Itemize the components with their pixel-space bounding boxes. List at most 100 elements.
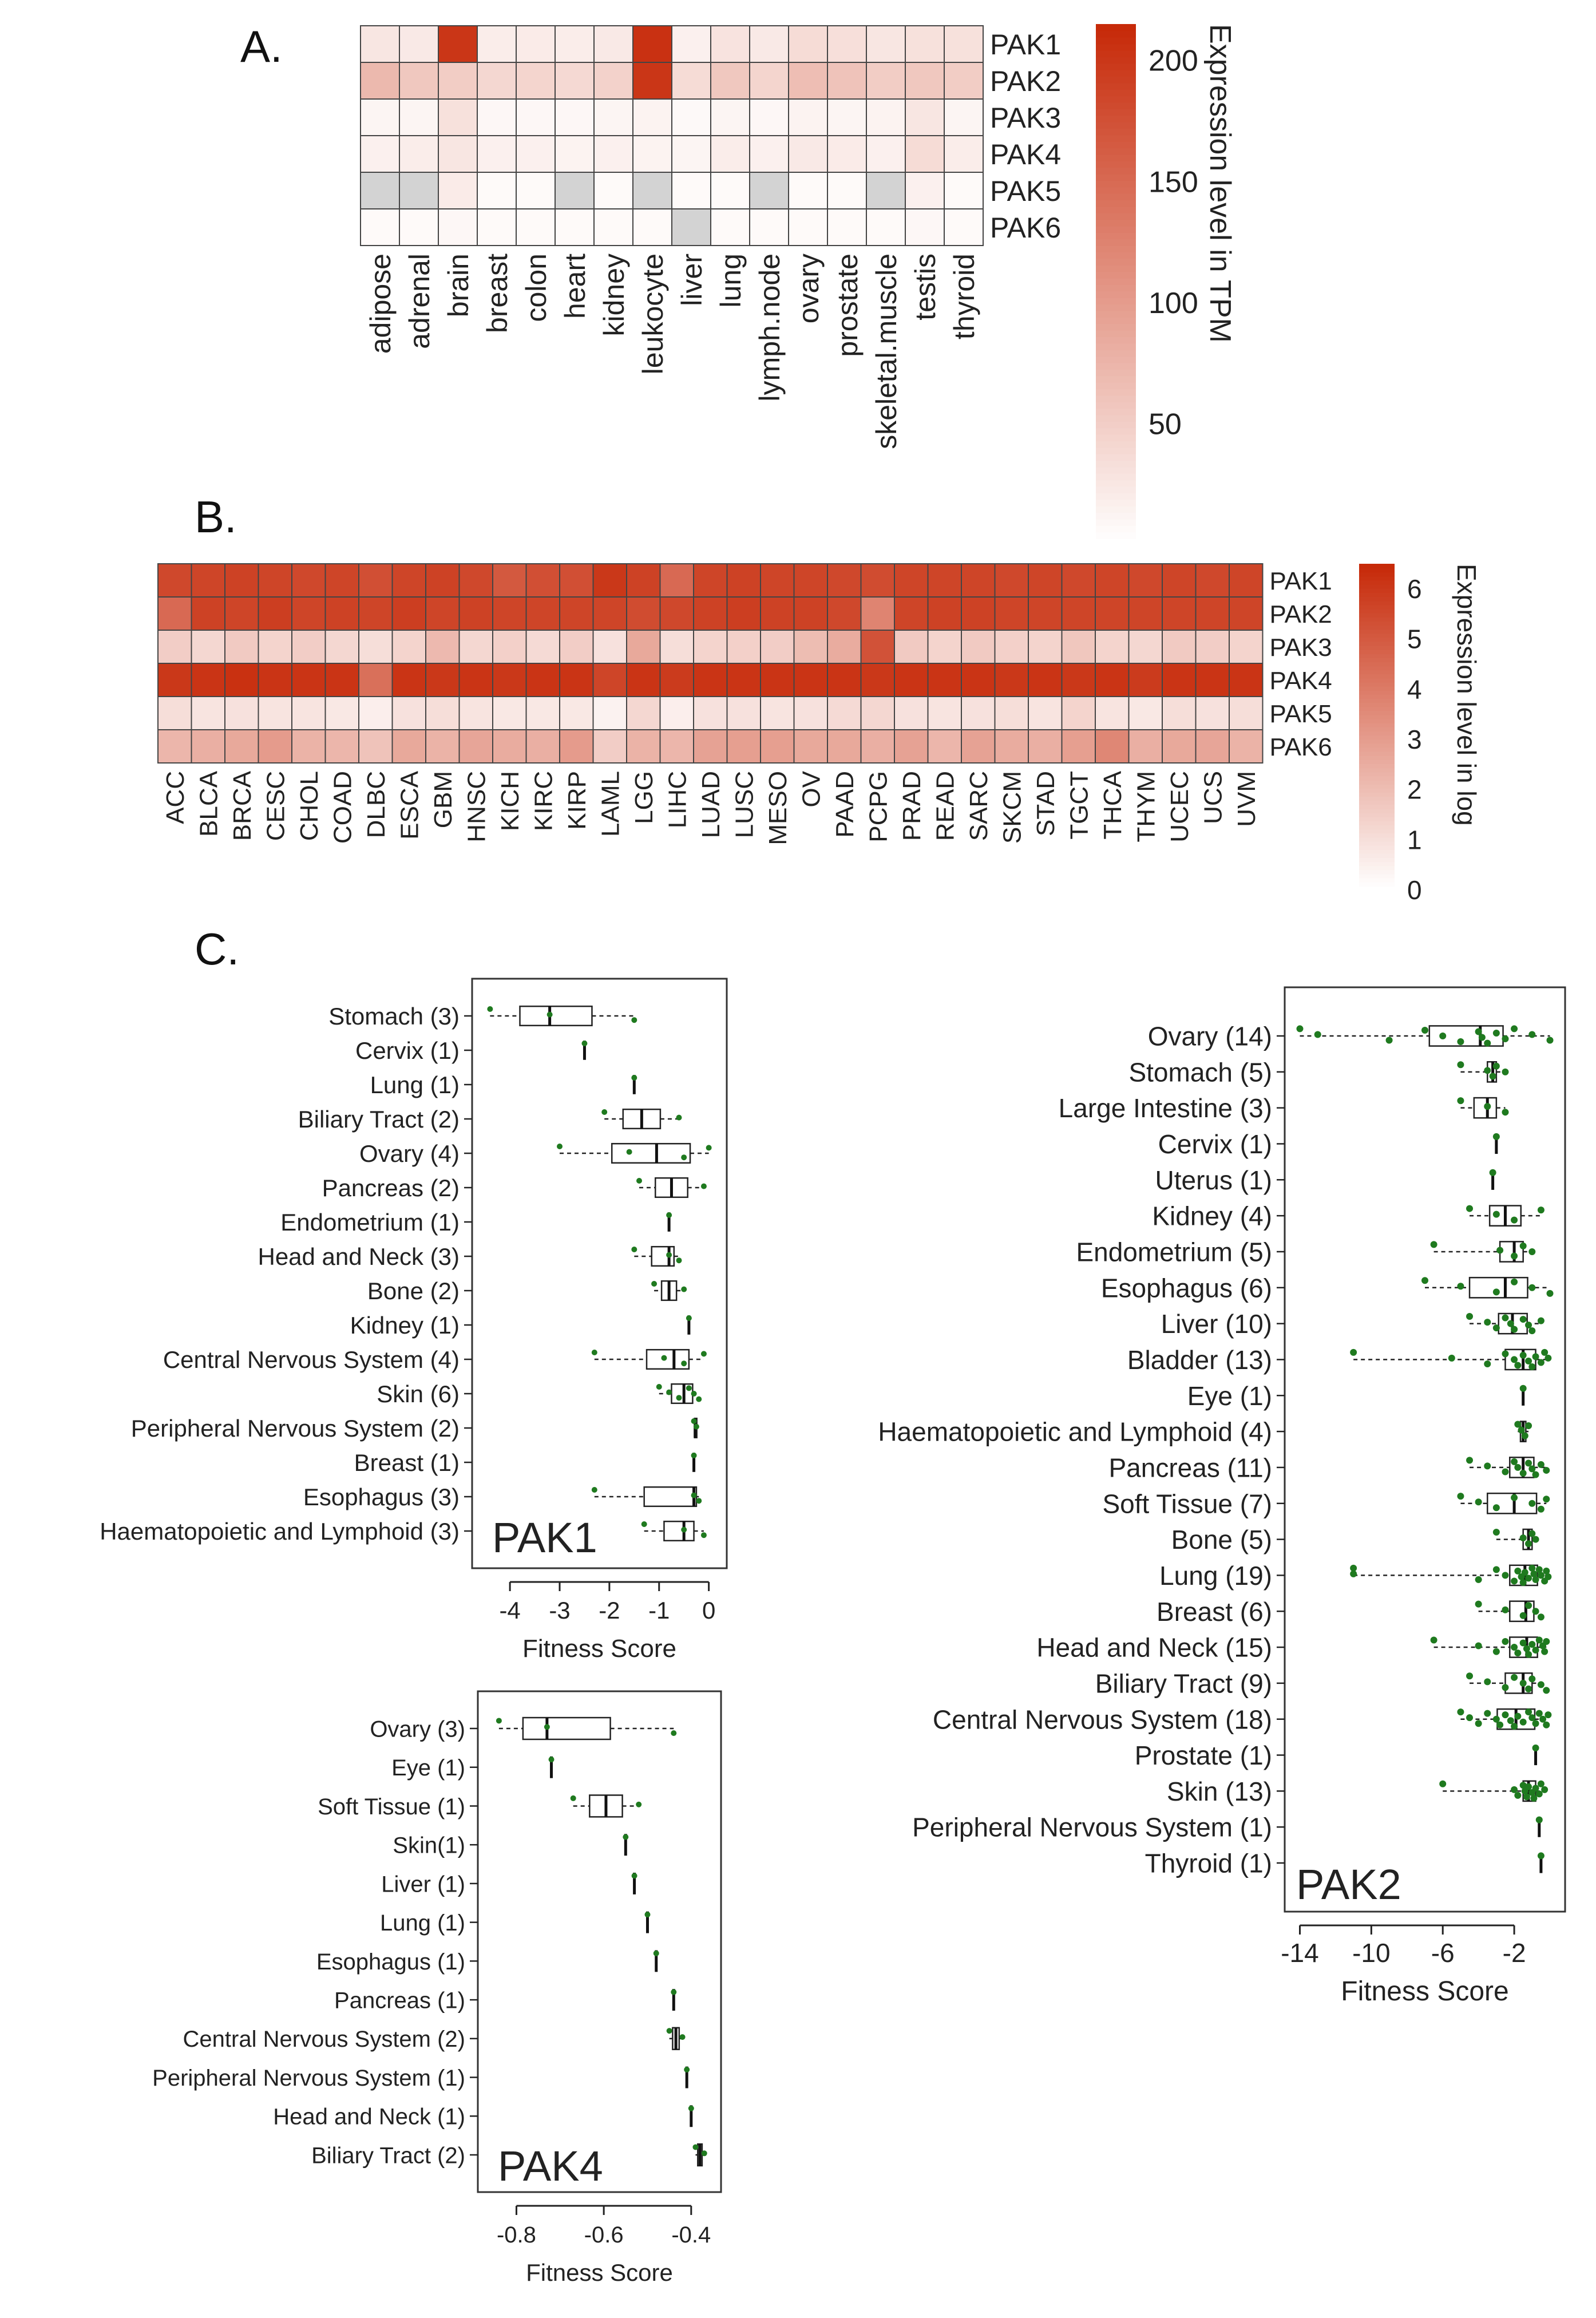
box-pak2-point: [1507, 1320, 1514, 1327]
box-pak2-point: [1475, 1576, 1482, 1583]
heat-b-col-label: BRCA: [228, 770, 256, 841]
box-pak2-point: [1521, 1569, 1528, 1576]
box-pak2-category-label: Thyroid (1): [1145, 1849, 1272, 1878]
heat-a-cell: [788, 208, 828, 246]
heat-b-row-label: PAK1: [1270, 567, 1332, 595]
colorbar-a-gradient-step: [1096, 121, 1136, 129]
heat-b-col-label: KIRP: [563, 771, 591, 830]
box-pak2-point: [1521, 1432, 1528, 1439]
colorbar-a-gradient-step: [1096, 304, 1136, 311]
box-pak2-point: [1528, 1284, 1536, 1291]
box-pak1-point: [557, 1144, 563, 1149]
heat-b-row-label: PAK3: [1270, 634, 1332, 662]
heat-b-cell: [458, 696, 493, 730]
heat-b-col-label: LAML: [597, 771, 625, 837]
box-pak4-x-axis-title: Fitness Score: [526, 2259, 673, 2286]
heat-b-cell: [191, 630, 225, 664]
heat-a-col-label: ovary: [793, 254, 825, 323]
colorbar-b-gradient-step: [1359, 686, 1395, 691]
box-pak4-category-label: Esophagus (1): [316, 1949, 465, 1975]
colorbar-a-gradient-step: [1096, 349, 1136, 357]
heat-a-cell: [399, 208, 439, 246]
box-pak2-point: [1314, 1031, 1321, 1038]
box-pak2-point: [1528, 1031, 1536, 1038]
heat-a-cell: [905, 62, 945, 100]
box-pak1-point: [700, 1532, 707, 1538]
heat-a-cell: [710, 172, 750, 209]
colorbar-a-gradient-step: [1096, 421, 1136, 429]
box-pak2-point: [1511, 1786, 1518, 1793]
box-pak2-point: [1475, 1498, 1482, 1506]
box-pak2-point: [1541, 1648, 1549, 1655]
heat-b-cell: [1128, 696, 1163, 730]
heat-b-cell: [1195, 663, 1230, 697]
colorbar-b-gradient-step: [1359, 637, 1395, 642]
heat-b-cell: [592, 696, 627, 730]
box-pak4-category-label: Eye (1): [391, 1755, 465, 1781]
box-pak2-point: [1541, 1348, 1549, 1356]
box-pak2-point: [1475, 1720, 1482, 1727]
colorbar-a-gradient-step: [1096, 284, 1136, 292]
box-pak2-category-label: Ovary (14): [1148, 1022, 1272, 1051]
box-pak2-point: [1492, 1648, 1500, 1655]
box-pak2-point: [1511, 1025, 1518, 1033]
box-pak2-point: [1430, 1241, 1437, 1248]
heat-b-col-label: UCS: [1199, 771, 1227, 824]
colorbar-b-gradient-step: [1359, 698, 1395, 703]
heat-a-cell: [593, 135, 633, 173]
box-pak2-point: [1492, 1211, 1500, 1218]
colorbar-a-gradient-step: [1096, 154, 1136, 161]
heat-b-cell: [391, 630, 426, 664]
box-pak2-category-label: Bladder (13): [1127, 1345, 1272, 1375]
heat-b-cell: [726, 563, 761, 598]
box-pak2-point: [1537, 1572, 1544, 1579]
heat-a-cell: [399, 135, 439, 173]
heat-b-cell: [258, 729, 292, 764]
colorbar-b-gradient-step: [1359, 674, 1395, 679]
box-pak2-point: [1535, 1636, 1543, 1644]
box-pak4-point: [548, 1757, 555, 1763]
heat-b-cell: [827, 563, 862, 598]
heat-b-cell: [191, 729, 225, 764]
heat-b-cell: [760, 696, 795, 730]
colorbar-b-gradient-step: [1359, 584, 1395, 589]
colorbar-b-gradient-step: [1359, 873, 1395, 879]
box-pak2-point: [1535, 1790, 1543, 1798]
heat-b-cell: [693, 630, 728, 664]
heat-b-cell: [391, 696, 426, 730]
colorbar-b-gradient-step: [1359, 727, 1395, 732]
box-pak4-point: [671, 1730, 677, 1736]
heat-a-cell: [944, 25, 984, 63]
colorbar-b-gradient-step: [1359, 825, 1395, 830]
box-pak2-xtick-label: -6: [1431, 1938, 1455, 1968]
box-pak2-point: [1519, 1639, 1527, 1647]
box-pak2-point: [1518, 1426, 1525, 1434]
heat-b-cell: [659, 563, 694, 598]
colorbar-b-gradient-step: [1359, 596, 1395, 602]
box-pak4-category-label: Pancreas (1): [334, 1988, 465, 2013]
box-pak2-point: [1537, 1505, 1544, 1513]
heat-b-cell: [391, 563, 426, 598]
box-pak2-point: [1525, 1602, 1532, 1609]
box-pak2-point: [1532, 1576, 1539, 1583]
heat-b-cell: [1095, 630, 1130, 664]
heat-b-cell: [994, 663, 1029, 697]
colorbar-a-gradient-step: [1096, 369, 1136, 377]
heat-b-cell: [760, 663, 795, 697]
heat-a-cell: [905, 172, 945, 209]
heat-b-cell: [1061, 563, 1096, 598]
box-pak2-point: [1484, 1710, 1491, 1717]
heat-a-cell: [438, 25, 478, 63]
box-pak2-point: [1511, 1674, 1518, 1681]
heat-b-col-label: STAD: [1032, 771, 1060, 836]
heat-b-cell: [961, 663, 996, 697]
colorbar-b-gradient-step: [1359, 670, 1395, 675]
box-pak4-box: [522, 1716, 611, 1741]
colorbar-b-gradient-step: [1359, 706, 1395, 711]
box-pak1-category-label: Biliary Tract (2): [298, 1106, 460, 1133]
heat-b-cell: [860, 663, 895, 697]
box-pak2-category-label: Haematopoietic and Lymphoid (4): [878, 1417, 1272, 1447]
colorbar-b-gradient-step: [1359, 576, 1395, 581]
heat-b-cell: [693, 729, 728, 764]
box-pak2-category-label: Pancreas (11): [1108, 1453, 1272, 1482]
